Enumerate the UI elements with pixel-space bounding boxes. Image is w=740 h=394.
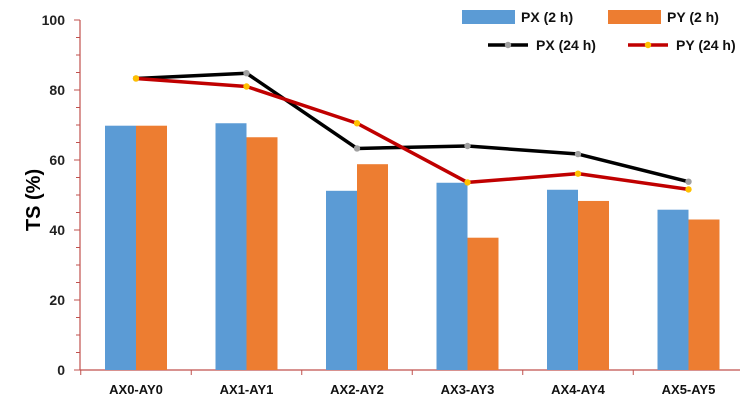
- legend-label: PY (24 h): [676, 37, 736, 53]
- point-py-24h: [132, 75, 140, 82]
- x-category-label: AX1-AY1: [220, 382, 274, 394]
- chart-lines: [132, 70, 692, 193]
- x-category-label: AX0-AY0: [109, 382, 163, 394]
- legend-label: PX (24 h): [536, 37, 596, 53]
- y-tick-label: 60: [49, 152, 65, 168]
- bar-px-2h: [105, 125, 136, 370]
- bar-px-2h: [657, 209, 689, 370]
- chart-axes: 0 20 40 60 80 100 AX0-AY0 AX1-AY1 AX2-AY2 AX3-AY3…: [42, 12, 740, 394]
- y-tick-label: 20: [49, 292, 65, 308]
- bar-py-2h: [357, 164, 388, 370]
- bar-py-2h: [136, 125, 167, 370]
- line-px-24h: [135, 71, 689, 184]
- chart-bars: [105, 123, 720, 370]
- y-tick-label: 100: [42, 12, 66, 28]
- x-category-label: AX2-AY2: [330, 382, 384, 394]
- point-px-24h: [353, 145, 361, 152]
- bar-py-2h: [467, 237, 499, 370]
- bar-px-2h: [436, 182, 468, 370]
- legend-marker: [644, 41, 652, 49]
- legend-swatch: [608, 10, 661, 24]
- point-py-24h: [464, 179, 471, 186]
- point-py-24h: [685, 186, 692, 193]
- point-py-24h: [353, 120, 361, 127]
- point-px-24h: [685, 178, 692, 185]
- x-category-label: AX3-AY3: [441, 382, 495, 394]
- line-py-24h: [135, 76, 689, 192]
- point-py-24h: [574, 170, 582, 177]
- legend-swatch: [462, 10, 515, 24]
- point-py-24h: [243, 83, 250, 90]
- bar-px-2h: [215, 123, 247, 370]
- bar-px-2h: [547, 189, 578, 370]
- y-tick-label: 40: [49, 222, 65, 238]
- point-px-24h: [464, 142, 471, 150]
- point-px-24h: [243, 70, 250, 77]
- y-tick-label: 0: [57, 362, 65, 378]
- chart-legend: PX (2 h) PY (2 h) PX (24 h) PY (24 h): [462, 9, 736, 53]
- y-axis-title: TS (%): [23, 169, 45, 231]
- bar-py-2h: [246, 137, 278, 370]
- y-tick-label: 80: [49, 82, 65, 98]
- x-category-label: AX5-AY5: [662, 382, 716, 394]
- bar-py-2h: [688, 219, 720, 370]
- legend-label: PY (2 h): [667, 9, 719, 25]
- bar-px-2h: [326, 190, 357, 370]
- x-category-label: AX4-AY4: [551, 382, 605, 394]
- legend-label: PX (2 h): [521, 9, 573, 25]
- legend-marker: [504, 41, 512, 49]
- point-px-24h: [574, 150, 582, 158]
- bar-py-2h: [578, 200, 609, 370]
